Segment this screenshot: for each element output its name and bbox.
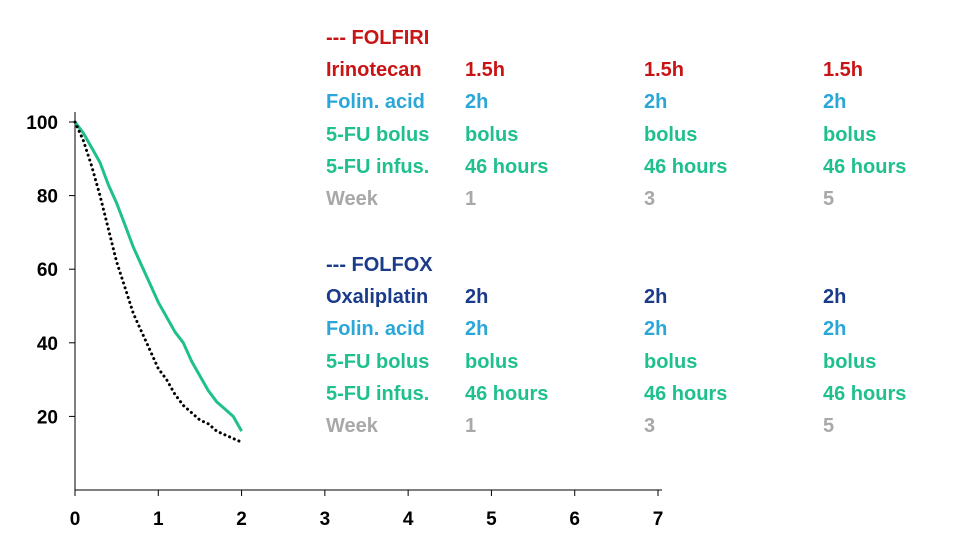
y-tick-label: 40 — [37, 334, 58, 355]
folfiri-irinotecan-week1: 1.5h — [465, 59, 506, 81]
folfox-fu-bolus-label: 5-FU bolus — [326, 350, 430, 373]
folfox-fu-bolus-week1: bolus — [465, 350, 519, 373]
folfox-fu-infus-label: 5-FU infus. — [326, 382, 430, 405]
y-axis-ticks: 20 40 60 80 100 — [26, 113, 75, 428]
folfiri-week-3: 3 — [644, 188, 656, 211]
y-tick-label: 100 — [26, 113, 58, 134]
folfiri-fu-bolus-week3: bolus — [644, 123, 698, 146]
folfox-oxaliplatin-label: Oxaliplatin — [326, 286, 429, 308]
folfox-week-5: 5 — [823, 415, 835, 438]
folfox-folinic-label: Folin. acid — [326, 318, 425, 341]
folfox-week-3: 3 — [644, 415, 656, 438]
x-axis-ticks: 0 1 2 3 4 5 6 7 — [70, 490, 664, 530]
folfiri-week-label: Week — [326, 188, 378, 211]
folfiri-curve-solid — [73, 121, 243, 432]
y-tick-label: 20 — [37, 407, 58, 428]
folfiri-week-1: 1 — [465, 188, 477, 211]
y-tick-label: 80 — [37, 187, 58, 208]
folfox-fu-bolus-week5: bolus — [823, 350, 877, 373]
folfiri-fu-infus-label: 5-FU infus. — [326, 155, 430, 178]
y-tick-label: 60 — [37, 260, 58, 281]
folfiri-fu-infus-week1: 46 hours — [465, 155, 549, 178]
x-tick-label: 6 — [569, 509, 580, 530]
folfiri-fu-bolus-label: 5-FU bolus — [326, 123, 430, 146]
folfiri-header: --- FOLFIRI — [326, 27, 430, 49]
folfox-fu-infus-week1: 46 hours — [465, 382, 549, 405]
folfiri-fu-infus-week3: 46 hours — [644, 155, 728, 178]
folfiri-fu-bolus-week1: bolus — [465, 123, 519, 146]
folfox-header: --- FOLFOX — [326, 254, 433, 276]
x-tick-label: 3 — [320, 509, 331, 530]
x-tick-label: 4 — [403, 509, 414, 530]
folfox-curve-dotted — [73, 120, 244, 444]
folfiri-fu-bolus-week5: bolus — [823, 123, 877, 146]
folfox-week-1: 1 — [465, 415, 477, 438]
folfiri-irinotecan-label: Irinotecan — [326, 59, 422, 81]
chart-series — [73, 120, 244, 444]
x-tick-label: 2 — [236, 509, 247, 530]
folfiri-folinic-week1: 2h — [465, 91, 489, 114]
x-tick-label: 7 — [653, 509, 664, 530]
folfiri-folinic-week5: 2h — [823, 91, 847, 114]
x-tick-label: 0 — [70, 509, 81, 530]
folfox-fu-bolus-week3: bolus — [644, 350, 698, 373]
x-tick-label: 5 — [486, 509, 497, 530]
chart-axes — [74, 112, 662, 491]
folfox-oxaliplatin-week1: 2h — [465, 286, 489, 308]
folfox-fu-infus-week3: 46 hours — [644, 382, 728, 405]
x-tick-label: 1 — [153, 509, 164, 530]
folfox-week-label: Week — [326, 415, 378, 438]
folfiri-folinic-label: Folin. acid — [326, 91, 425, 114]
folfiri-irinotecan-week3: 1.5h — [644, 59, 685, 81]
folfiri-fu-infus-week5: 46 hours — [823, 155, 907, 178]
folfiri-irinotecan-week5: 1.5h — [823, 59, 864, 81]
folfox-folinic-week5: 2h — [823, 318, 847, 341]
folfox-folinic-week1: 2h — [465, 318, 489, 341]
folfox-fu-infus-week5: 46 hours — [823, 382, 907, 405]
folfiri-week-5: 5 — [823, 188, 835, 211]
folfox-oxaliplatin-week5: 2h — [823, 286, 847, 308]
folfiri-folinic-week3: 2h — [644, 91, 668, 114]
folfox-folinic-week3: 2h — [644, 318, 668, 341]
folfox-oxaliplatin-week3: 2h — [644, 286, 668, 308]
